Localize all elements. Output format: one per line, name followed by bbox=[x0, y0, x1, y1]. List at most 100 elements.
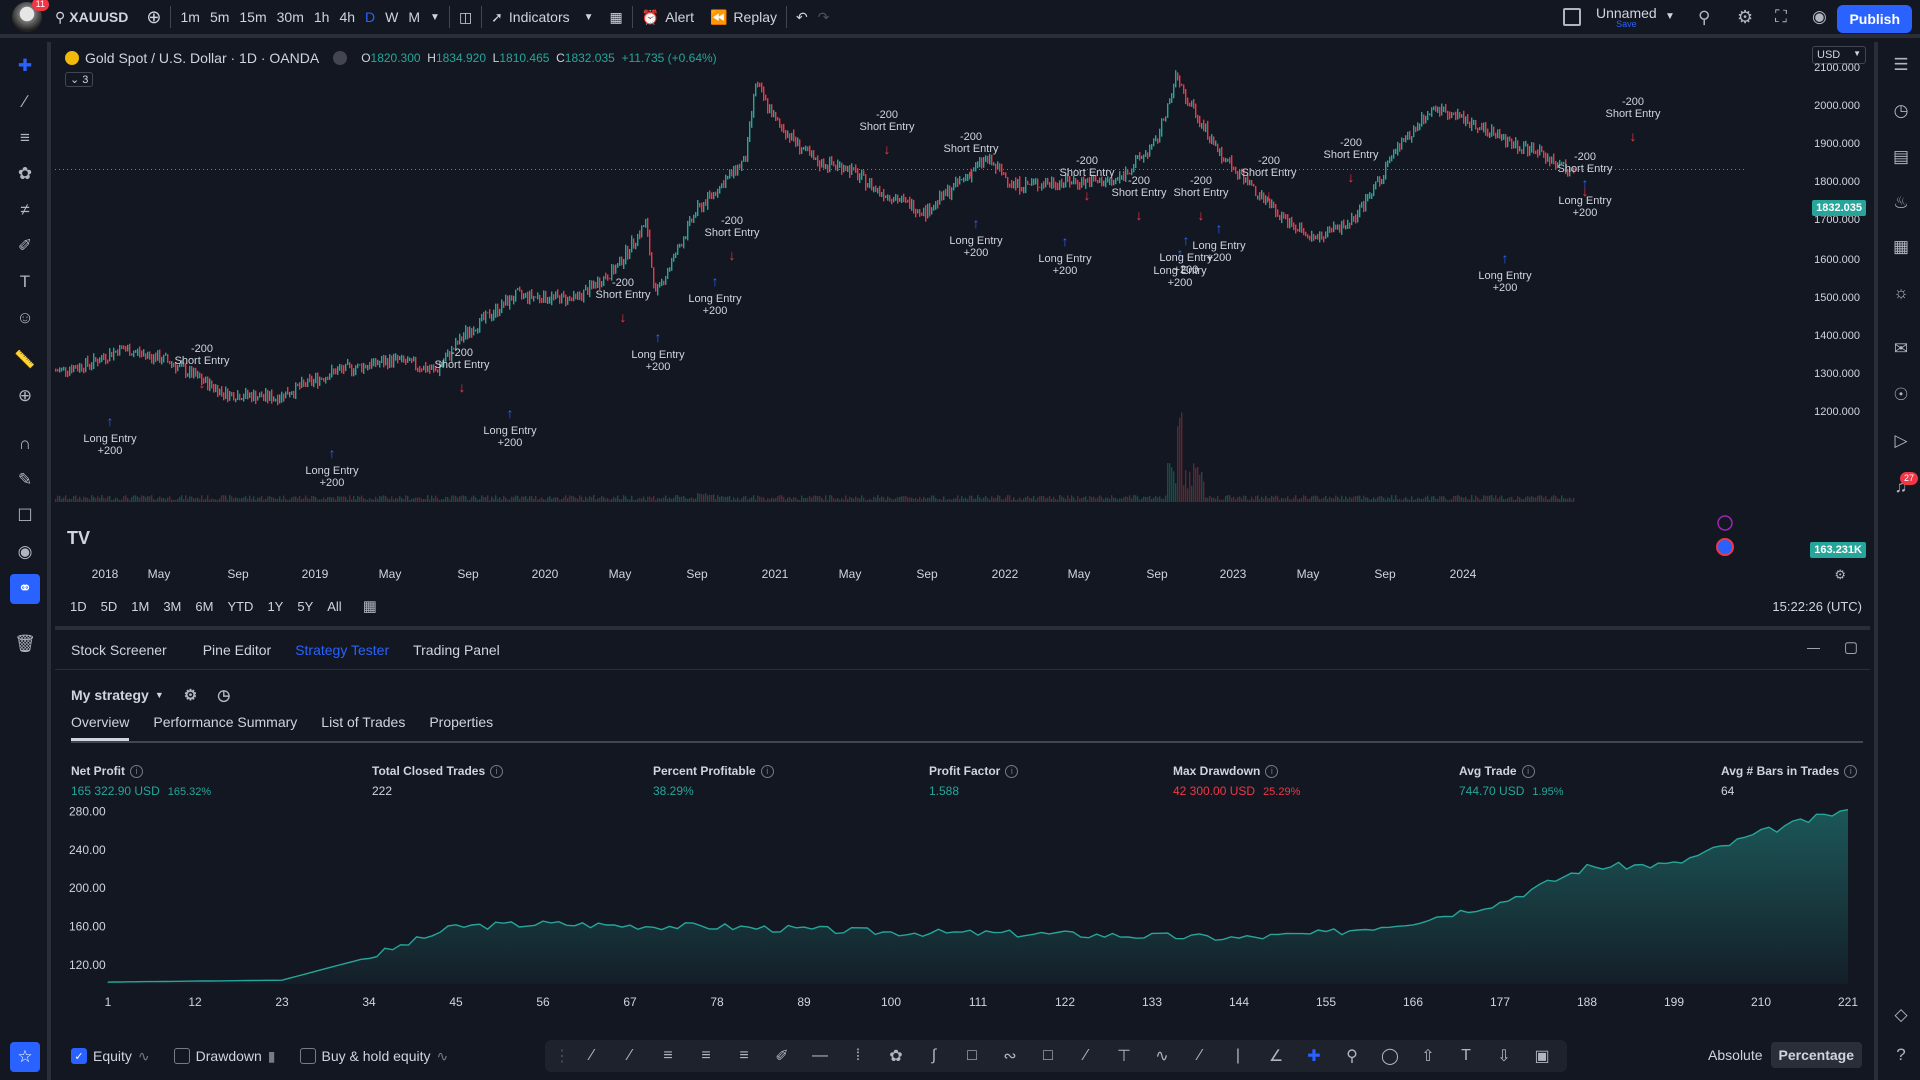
interval-W[interactable]: W bbox=[385, 9, 399, 25]
layers-icon[interactable]: ◇ bbox=[1894, 1005, 1908, 1024]
info-icon[interactable]: i bbox=[1265, 764, 1279, 778]
angle-icon[interactable]: ∠ bbox=[1268, 1048, 1284, 1065]
deep-backtest-icon[interactable]: ◷ bbox=[217, 687, 231, 704]
brush-icon[interactable]: ✐ bbox=[775, 1048, 789, 1065]
interval-1m[interactable]: 1m bbox=[180, 9, 200, 25]
panel-divider[interactable] bbox=[55, 626, 1870, 630]
range-5d[interactable]: 5D bbox=[100, 598, 118, 614]
zoom-in-icon[interactable]: ⊕ bbox=[17, 386, 33, 405]
alert-button[interactable]: ⏰ Alert bbox=[637, 2, 699, 32]
subtab-properties[interactable]: Properties bbox=[429, 714, 494, 730]
interval-4h[interactable]: 4h bbox=[339, 9, 356, 25]
symbol-search-button[interactable]: ⚲ XAUUSD bbox=[50, 2, 133, 32]
info-icon[interactable]: i bbox=[1521, 764, 1535, 778]
pattern-icon[interactable]: ✿ bbox=[889, 1048, 903, 1065]
time-scale[interactable]: 2018 May Sep 2019 May Sep 2020 May Sep 2021 May Sep… bbox=[55, 562, 1808, 586]
crosshair-icon[interactable]: ✚ bbox=[17, 56, 33, 75]
ellipse-icon[interactable]: ◯ bbox=[1381, 1048, 1399, 1065]
ruler-icon[interactable]: 📏 bbox=[14, 350, 36, 369]
us-flag-icon[interactable] bbox=[1716, 538, 1734, 556]
info-icon[interactable]: i bbox=[1844, 764, 1858, 778]
sign-icon[interactable]: ▣ bbox=[1534, 1048, 1550, 1065]
lightning-icon[interactable] bbox=[1717, 515, 1733, 531]
range-1m[interactable]: 1M bbox=[131, 598, 150, 614]
crosshair-icon[interactable]: ✚ bbox=[1307, 1048, 1321, 1065]
price-chart-pane[interactable]: ↑ Long Entry +200 ↑ Long Entry +200 ↑ Long Entr… bbox=[55, 42, 1870, 590]
ray-icon[interactable]: ∕ bbox=[628, 1047, 632, 1064]
alarm-clock-icon[interactable]: ◷ bbox=[1893, 101, 1909, 120]
clock-label[interactable]: 15:22:26 (UTC) bbox=[1772, 598, 1862, 614]
range-ytd[interactable]: YTD bbox=[227, 598, 254, 614]
equity-toggle[interactable]: ✓ Equity ∿ bbox=[71, 1048, 150, 1065]
ideas-bulb-icon[interactable]: ☼ bbox=[1893, 283, 1909, 302]
strategy-select[interactable]: My strategy ▼ ⚙ ◷ bbox=[71, 686, 230, 704]
forecast-icon[interactable]: ≠ bbox=[20, 200, 30, 219]
settings-gear-icon[interactable]: ⚙ bbox=[1834, 567, 1846, 582]
goto-date-icon[interactable]: ▦ bbox=[362, 598, 377, 615]
buyhold-toggle[interactable]: Buy & hold equity ∿ bbox=[299, 1048, 448, 1065]
curve-icon[interactable]: ∫ bbox=[931, 1047, 937, 1064]
legend-collapse-button[interactable]: ⌄ 3 bbox=[65, 72, 94, 87]
grip-icon[interactable]: ⋮ bbox=[554, 1048, 570, 1065]
currency-select[interactable]: USD ▼ bbox=[1812, 46, 1866, 64]
subtab-list-of-trades[interactable]: List of Trades bbox=[321, 714, 406, 730]
interval-5m[interactable]: 5m bbox=[209, 9, 230, 25]
callout-icon[interactable]: □ bbox=[1043, 1047, 1053, 1064]
h-ray-icon[interactable]: ⊤ bbox=[1117, 1048, 1131, 1065]
favorites-star-icon[interactable]: ☆ bbox=[10, 1042, 40, 1072]
avatar[interactable]: 11 bbox=[12, 0, 49, 32]
interval-30m[interactable]: 30m bbox=[276, 9, 304, 25]
emoji-icon[interactable]: ☺ bbox=[16, 308, 34, 327]
bell-icon[interactable]: ♫ 27 bbox=[1888, 472, 1918, 500]
parallel-icon[interactable]: ∕ bbox=[1198, 1047, 1202, 1064]
news-icon[interactable]: ▤ bbox=[1892, 147, 1910, 166]
streams-icon[interactable]: ☉ bbox=[1893, 385, 1909, 404]
lock-drawing-icon[interactable]: ✎ bbox=[17, 470, 33, 489]
fullscreen-icon[interactable]: ⛶ bbox=[1775, 7, 1787, 26]
fib-icon[interactable]: ≡ bbox=[663, 1047, 673, 1064]
subtab-performance-summary[interactable]: Performance Summary bbox=[153, 714, 298, 730]
brush-icon[interactable]: ✐ bbox=[17, 236, 33, 255]
interval-M[interactable]: M bbox=[408, 9, 421, 25]
strategy-settings-icon[interactable]: ⚙ bbox=[183, 687, 198, 704]
tab-strategy-tester[interactable]: Strategy Tester bbox=[295, 641, 390, 658]
hotlist-fire-icon[interactable]: ♨ bbox=[1893, 193, 1909, 212]
channel-icon[interactable]: ≡ bbox=[701, 1047, 711, 1064]
compare-add-button[interactable]: ⊕ bbox=[146, 6, 162, 27]
absolute-button[interactable]: Absolute bbox=[1708, 1047, 1763, 1063]
trash-icon[interactable]: 🗑 bbox=[14, 634, 36, 653]
chevron-down-icon[interactable]: ▼ bbox=[430, 11, 440, 23]
layouts-icon[interactable]: ▦ bbox=[609, 8, 623, 25]
arrow-up-icon[interactable]: ⇧ bbox=[1421, 1048, 1435, 1065]
tab-trading-panel[interactable]: Trading Panel bbox=[413, 641, 500, 658]
chevron-down-icon[interactable]: ▼ bbox=[1665, 11, 1675, 22]
trend-line-icon[interactable]: ∕ bbox=[590, 1047, 594, 1064]
chat-icon[interactable]: ✉ bbox=[1893, 339, 1909, 358]
minimize-icon[interactable]: — bbox=[1807, 640, 1820, 655]
polyline-icon[interactable]: ∿ bbox=[1155, 1048, 1169, 1065]
vertical-line-icon[interactable]: | bbox=[1235, 1047, 1241, 1064]
calendar-icon[interactable]: ▦ bbox=[1892, 237, 1910, 256]
eye-icon[interactable]: ◉ bbox=[17, 542, 33, 561]
fullscreen-window-icon[interactable] bbox=[1563, 8, 1581, 26]
range-1d[interactable]: 1D bbox=[70, 598, 87, 614]
link-icon[interactable]: ⚭ bbox=[10, 574, 40, 604]
tab-pine-editor[interactable]: Pine Editor bbox=[202, 641, 272, 658]
range-5y[interactable]: 5Y bbox=[297, 598, 314, 614]
range-6m[interactable]: 6M bbox=[195, 598, 214, 614]
market-status-icon[interactable] bbox=[333, 51, 348, 65]
ray-line-icon[interactable]: ∕ bbox=[1084, 1047, 1088, 1064]
pattern-icon[interactable]: ✿ bbox=[17, 164, 33, 183]
percentage-button[interactable]: Percentage bbox=[1770, 1042, 1862, 1068]
range-all[interactable]: All bbox=[327, 598, 342, 614]
tab-stock-screener[interactable]: Stock Screener bbox=[71, 641, 167, 658]
camera-icon[interactable]: ◉ bbox=[1812, 7, 1827, 26]
redo-icon[interactable]: ↷ bbox=[817, 8, 830, 25]
play-icon[interactable]: ▷ bbox=[1894, 431, 1908, 450]
text-icon[interactable]: T bbox=[1461, 1047, 1471, 1064]
replay-button[interactable]: ⏪ Replay bbox=[705, 2, 782, 32]
path-icon[interactable]: ∾ bbox=[1003, 1048, 1017, 1065]
help-icon[interactable]: ? bbox=[1896, 1045, 1906, 1064]
range-1y[interactable]: 1Y bbox=[267, 598, 284, 614]
